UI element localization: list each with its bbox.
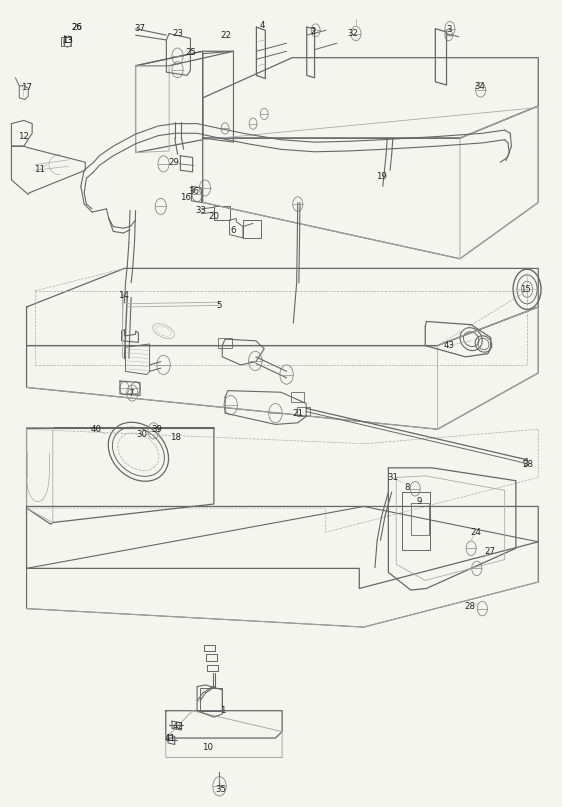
Text: 20: 20 bbox=[209, 212, 219, 221]
Bar bbox=[411, 504, 429, 535]
Text: 11: 11 bbox=[34, 165, 45, 174]
Text: 38: 38 bbox=[523, 460, 534, 469]
Text: 4: 4 bbox=[259, 21, 265, 30]
Bar bbox=[402, 492, 430, 550]
Text: 18: 18 bbox=[170, 433, 182, 441]
Text: 24: 24 bbox=[470, 528, 481, 537]
Text: 25: 25 bbox=[185, 48, 196, 57]
Text: 16: 16 bbox=[180, 193, 192, 202]
Text: 28: 28 bbox=[465, 603, 475, 612]
Text: 6: 6 bbox=[231, 226, 236, 235]
Text: 27: 27 bbox=[484, 547, 496, 556]
Text: 41: 41 bbox=[165, 734, 176, 743]
Bar bbox=[297, 407, 310, 416]
Text: 26: 26 bbox=[71, 23, 82, 31]
Text: 14: 14 bbox=[118, 291, 129, 300]
Text: 31: 31 bbox=[387, 473, 398, 482]
Text: 30: 30 bbox=[137, 429, 148, 438]
Bar bbox=[200, 688, 223, 711]
Text: 26: 26 bbox=[71, 23, 83, 31]
Text: 33: 33 bbox=[195, 206, 206, 215]
Text: 19: 19 bbox=[376, 172, 387, 182]
Text: 17: 17 bbox=[21, 83, 32, 92]
Text: 21: 21 bbox=[292, 408, 303, 418]
Text: 10: 10 bbox=[202, 743, 212, 752]
Bar bbox=[243, 220, 261, 238]
Text: 8: 8 bbox=[405, 483, 410, 491]
Text: 2: 2 bbox=[311, 27, 316, 36]
Text: 35: 35 bbox=[215, 785, 226, 794]
Text: 34: 34 bbox=[474, 82, 486, 91]
Text: 37: 37 bbox=[134, 24, 146, 33]
Bar bbox=[219, 338, 232, 348]
Text: 22: 22 bbox=[221, 31, 232, 40]
Text: 29: 29 bbox=[168, 157, 179, 167]
Text: 39: 39 bbox=[151, 424, 162, 433]
Bar bbox=[61, 37, 71, 47]
Text: 15: 15 bbox=[520, 285, 532, 294]
Text: 32: 32 bbox=[347, 29, 358, 38]
Text: 42: 42 bbox=[173, 722, 184, 731]
Bar bbox=[291, 392, 305, 402]
Text: 13: 13 bbox=[62, 36, 73, 45]
Text: 3: 3 bbox=[446, 25, 451, 34]
Text: 1: 1 bbox=[220, 706, 225, 715]
Text: 40: 40 bbox=[91, 424, 102, 433]
Text: 23: 23 bbox=[173, 29, 184, 38]
Text: 9: 9 bbox=[417, 497, 423, 506]
Text: 43: 43 bbox=[443, 341, 454, 350]
Text: 13: 13 bbox=[62, 36, 72, 45]
Text: 36: 36 bbox=[189, 186, 200, 195]
Text: 5: 5 bbox=[217, 301, 222, 310]
Text: 12: 12 bbox=[18, 132, 29, 141]
Text: 7: 7 bbox=[128, 388, 134, 398]
Bar bbox=[214, 206, 229, 220]
